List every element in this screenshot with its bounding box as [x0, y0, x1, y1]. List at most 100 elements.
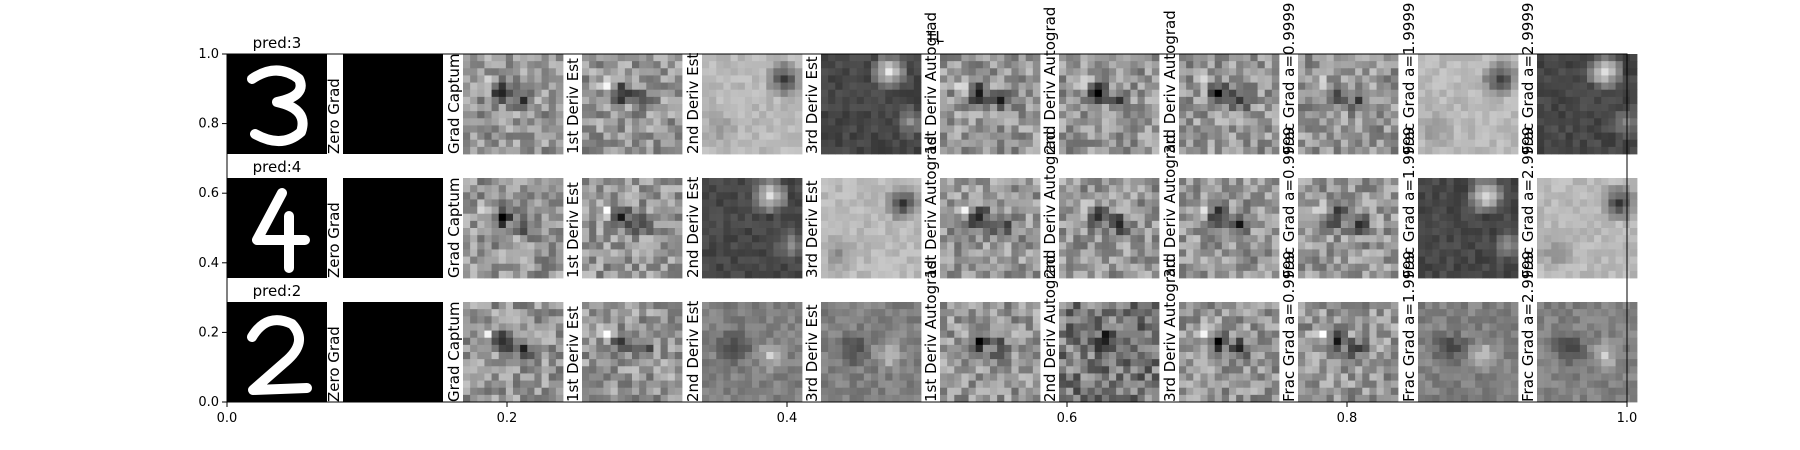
- heatmap-cell: [1207, 146, 1216, 155]
- heatmap-cell: [653, 359, 661, 367]
- heatmap-cell: [624, 302, 633, 310]
- heatmap-cell: [723, 337, 731, 346]
- heatmap-cell: [794, 330, 803, 339]
- heatmap-cell: [484, 185, 492, 193]
- heatmap-cell: [856, 54, 865, 62]
- heatmap-cell: [709, 256, 717, 265]
- heatmap-cell: [954, 68, 962, 76]
- heatmap-cell: [1572, 68, 1581, 76]
- heatmap-cell: [780, 178, 789, 186]
- heatmap-cell: [1587, 125, 1595, 133]
- heatmap-cell: [1073, 323, 1081, 331]
- heatmap-cell: [716, 206, 724, 215]
- heatmap-cell: [780, 118, 789, 126]
- heatmap-cell: [1073, 330, 1081, 339]
- heatmap-cell: [794, 352, 803, 360]
- heatmap-cell: [1475, 89, 1483, 98]
- heatmap-cell: [1214, 111, 1223, 119]
- heatmap-cell: [1305, 75, 1313, 83]
- heatmap-cell: [674, 185, 683, 193]
- heatmap-cell: [863, 235, 872, 243]
- heatmap-cell: [906, 178, 915, 186]
- heatmap-cell: [787, 394, 796, 403]
- heatmap-cell: [1073, 111, 1081, 119]
- heatmap-cell: [1109, 132, 1117, 141]
- heatmap-cell: [1537, 82, 1545, 91]
- heatmap-cell: [766, 111, 774, 119]
- heatmap-cell: [617, 394, 626, 403]
- heatmap-cell: [1468, 61, 1476, 69]
- heatmap-cell: [899, 344, 908, 353]
- heatmap-cell: [709, 178, 717, 186]
- heatmap-cell: [871, 249, 879, 257]
- heatmap-cell: [1551, 213, 1559, 222]
- heatmap-cell: [940, 185, 948, 193]
- heatmap-cell: [1073, 146, 1081, 155]
- heatmap-cell: [505, 213, 514, 222]
- heatmap-cell: [702, 118, 710, 126]
- heatmap-cell: [1032, 302, 1041, 310]
- heatmap-cell: [737, 96, 746, 105]
- heatmap-cell: [1186, 104, 1194, 112]
- heatmap-cell: [1109, 256, 1117, 265]
- heatmap-cell: [1587, 242, 1595, 250]
- heatmap-cell: [1608, 118, 1616, 126]
- heatmap-cell: [603, 309, 611, 317]
- heatmap-cell: [1383, 54, 1392, 62]
- heatmap-cell: [674, 263, 683, 272]
- heatmap-cell: [1629, 54, 1638, 62]
- heatmap-cell: [1565, 89, 1574, 98]
- heatmap-cell: [1236, 270, 1244, 279]
- heatmap-cell: [1572, 111, 1581, 119]
- heatmap-cell: [794, 323, 803, 331]
- heatmap-cell: [1101, 82, 1110, 91]
- heatmap-cell: [709, 61, 717, 69]
- heatmap-cell: [1032, 220, 1041, 229]
- heatmap-cell: [1348, 256, 1356, 265]
- heatmap-cell: [730, 359, 739, 367]
- heatmap-cell: [541, 256, 550, 265]
- heatmap-cell: [1229, 256, 1237, 265]
- heatmap-cell: [947, 220, 955, 229]
- heatmap-cell: [1151, 316, 1160, 324]
- heatmap-cell: [1468, 242, 1476, 250]
- heatmap-cell: [940, 366, 948, 374]
- heatmap-cell: [892, 235, 900, 243]
- heatmap-cell: [1116, 89, 1124, 98]
- heatmap-cell: [1432, 82, 1440, 91]
- heatmap-cell: [541, 330, 550, 339]
- heatmap-cell: [968, 146, 977, 155]
- heatmap-cell: [498, 185, 507, 193]
- heatmap-cell: [1425, 68, 1433, 76]
- heatmap-cell: [646, 111, 654, 119]
- heatmap-cell: [1537, 178, 1545, 186]
- heatmap-cell: [961, 139, 969, 148]
- heatmap-cell: [1326, 235, 1335, 243]
- heatmap-cell: [513, 344, 521, 353]
- heatmap-cell: [780, 61, 789, 69]
- heatmap-cell: [632, 82, 640, 91]
- heatmap-cell: [1544, 132, 1552, 141]
- heatmap-cell: [1482, 249, 1490, 257]
- heatmap-cell: [1221, 256, 1230, 265]
- heatmap-cell: [1537, 104, 1545, 112]
- heatmap-cell: [1608, 256, 1616, 265]
- heatmap-cell: [541, 242, 550, 250]
- heatmap-cell: [463, 228, 471, 236]
- heatmap-cell: [856, 330, 865, 339]
- heatmap-cell: [1572, 104, 1581, 112]
- heatmap-cell: [632, 330, 640, 339]
- heatmap-cell: [470, 242, 478, 250]
- heatmap-cell: [1025, 199, 1034, 207]
- heatmap-cell: [596, 316, 604, 324]
- heatmap-cell: [842, 82, 850, 91]
- heatmap-cell: [885, 111, 893, 119]
- heatmap-cell: [491, 256, 500, 265]
- heatmap-cell: [1200, 68, 1208, 76]
- heatmap-cell: [1032, 125, 1041, 133]
- heatmap-cell: [1551, 199, 1559, 207]
- heatmap-cell: [534, 309, 542, 317]
- heatmap-cell: [997, 270, 1005, 279]
- heatmap-cell: [527, 75, 535, 83]
- heatmap-cell: [1066, 185, 1074, 193]
